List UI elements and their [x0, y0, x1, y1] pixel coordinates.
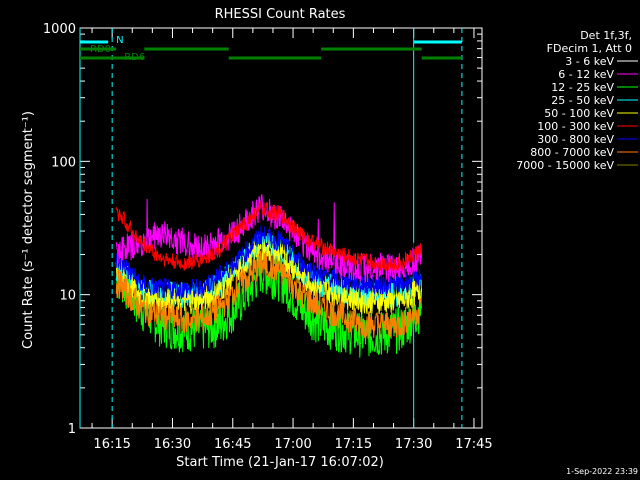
x-tick-label: 16:15	[93, 437, 130, 452]
series-lines	[115, 193, 422, 358]
y-tick-label: 10	[59, 289, 76, 304]
plot-frame	[79, 27, 483, 429]
series-line	[115, 250, 422, 340]
legend-entry-label: 6 - 12 keV	[558, 68, 614, 81]
vertical-markers	[79, 28, 463, 428]
attenuator-bars: N RD0 RD6	[80, 35, 462, 63]
chart-title: RHESSI Count Rates	[215, 7, 346, 22]
series-line	[115, 193, 422, 284]
legend-header-line-2: FDecim 1, Att 0	[547, 42, 632, 55]
y-tick-label: 100	[51, 155, 76, 170]
x-tick-label: 17:45	[455, 437, 492, 452]
legend-entry-label: 25 - 50 keV	[551, 94, 614, 107]
y-axis: 1 10 100 1000	[43, 22, 482, 437]
legend-entry-label: 800 - 7000 keV	[530, 146, 614, 159]
x-tick-label: 17:30	[395, 437, 432, 452]
legend-entry-label: 12 - 25 keV	[551, 81, 614, 94]
legend-entry-label: 3 - 6 keV	[565, 55, 614, 68]
y-tick-label: 1000	[43, 22, 76, 37]
attenuator-label: N	[116, 35, 123, 46]
series-line	[115, 225, 422, 300]
x-axis: 16:15 16:30 16:45 17:00 17:15 17:30 17:45	[91, 28, 493, 452]
legend-entry-label: 100 - 300 keV	[537, 120, 614, 133]
legend-entry-label: 50 - 100 keV	[544, 107, 614, 120]
attenuator-label: RD6	[124, 52, 145, 63]
footer-date: 1-Sep-2022 23:39	[566, 467, 638, 476]
legend-header-line-1: Det 1f,3f,	[580, 29, 632, 42]
series-line	[115, 234, 422, 315]
series-line	[115, 200, 422, 272]
attenuator-label: RD0	[90, 44, 111, 55]
legend-entry-label: 7000 - 15000 keV	[516, 159, 614, 172]
x-axis-label: Start Time (21-Jan-17 16:07:02)	[176, 455, 384, 470]
y-axis-label: Count Rate (s⁻¹ detector segment⁻¹)	[21, 111, 36, 349]
y-tick-label: 1	[68, 422, 76, 437]
x-tick-label: 16:45	[214, 437, 251, 452]
x-tick-label: 16:30	[154, 437, 191, 452]
x-tick-label: 17:00	[274, 437, 311, 452]
legend-entry-label: 300 - 800 keV	[537, 133, 614, 146]
x-tick-label: 17:15	[335, 437, 372, 452]
